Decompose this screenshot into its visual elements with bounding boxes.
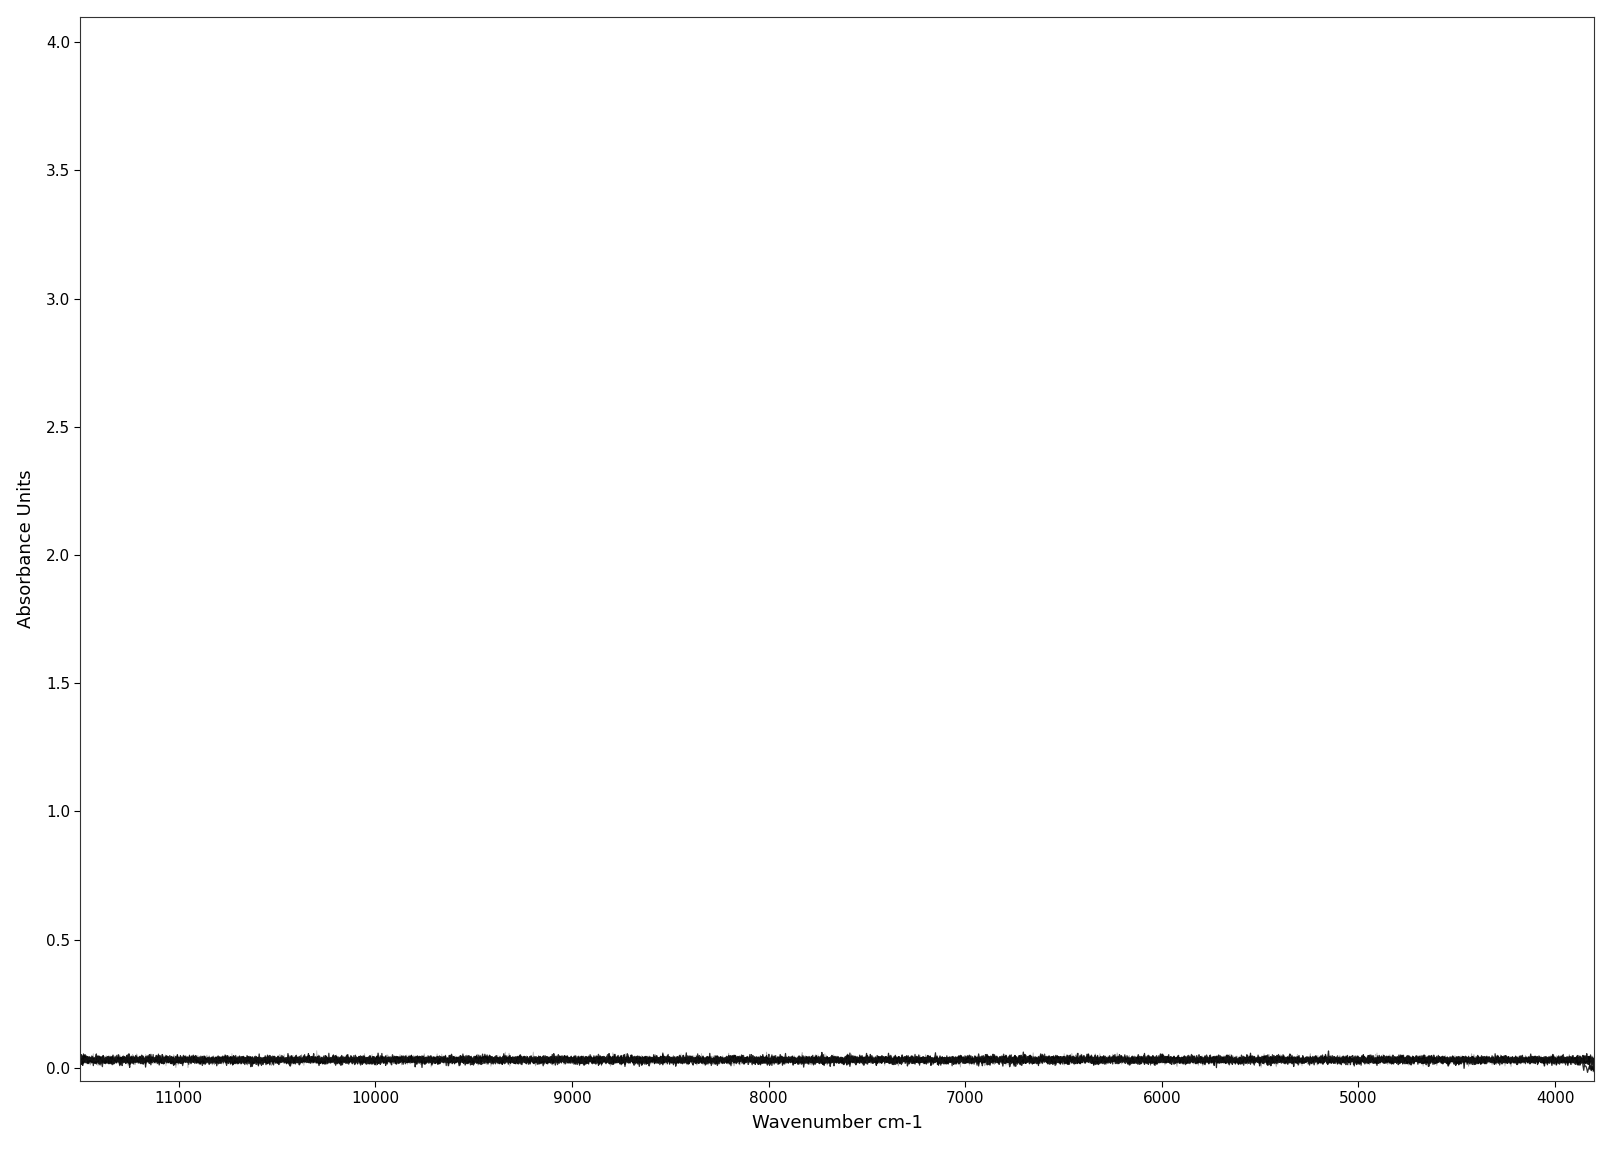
Y-axis label: Absorbance Units: Absorbance Units (16, 469, 35, 629)
X-axis label: Wavenumber cm-1: Wavenumber cm-1 (752, 1115, 923, 1132)
